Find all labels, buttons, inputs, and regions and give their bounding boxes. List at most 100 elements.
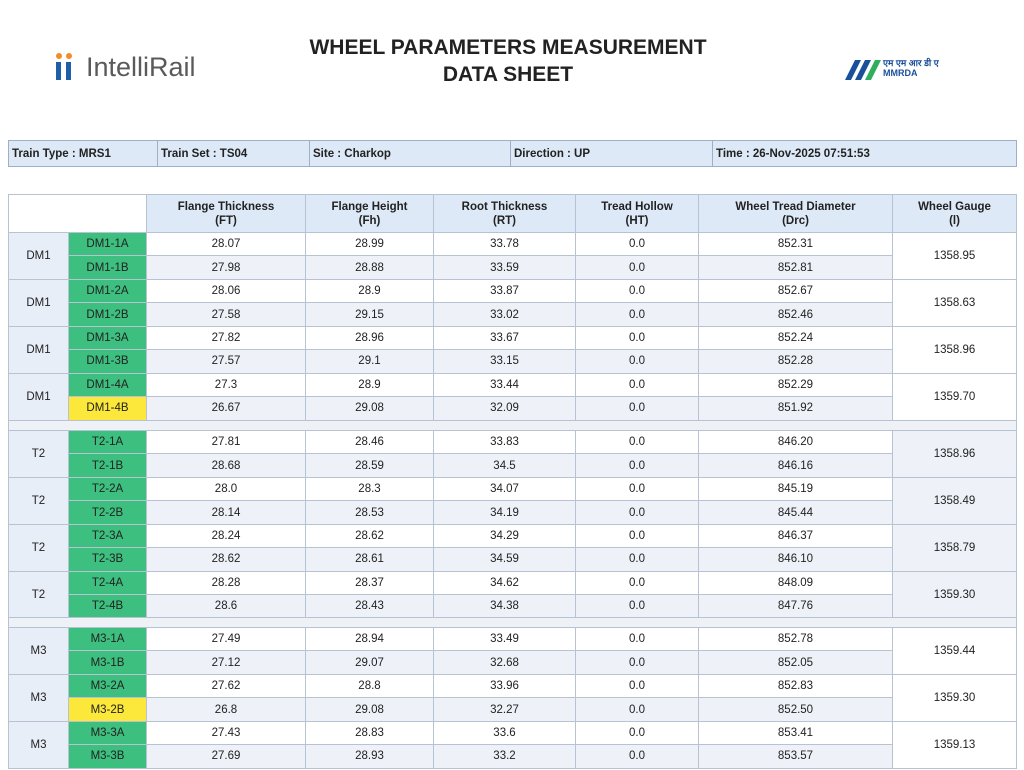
wheel-id: T2-2B [68, 500, 147, 525]
column-header: Tread Hollow (HT) [575, 194, 699, 233]
column-header: Wheel Gauge (l) [892, 194, 1017, 233]
wheel-id: DM1-4B [68, 396, 147, 421]
car-cell: M3 [8, 673, 69, 722]
car-cell: T2 [8, 476, 69, 525]
value-cell: 852.83 [698, 673, 893, 699]
value-cell: 0.0 [575, 476, 699, 502]
value-cell: 33.44 [433, 372, 576, 398]
value-cell: 28.53 [305, 500, 434, 525]
value-cell: 0.0 [575, 325, 699, 351]
wheel-id: DM1-3B [68, 349, 147, 374]
value-cell: 845.44 [698, 500, 893, 525]
wheel-id: M3-2B [68, 697, 147, 722]
value-cell: 33.15 [433, 349, 576, 374]
wheel-id: T2-1A [68, 430, 147, 455]
value-cell: 27.69 [146, 744, 306, 769]
car-cell: DM1 [8, 232, 69, 280]
value-cell: 32.27 [433, 697, 576, 722]
value-cell: 0.0 [575, 594, 699, 619]
value-cell: 0.0 [575, 547, 699, 572]
gauge-cell: 1358.79 [892, 523, 1017, 572]
gauge-cell: 1359.30 [892, 673, 1017, 722]
wheel-id: M3-1A [68, 627, 147, 652]
column-header-line: Root Thickness [461, 200, 548, 213]
value-cell: 27.81 [146, 430, 306, 455]
car-cell: DM1 [8, 325, 69, 374]
value-cell: 0.0 [575, 278, 699, 304]
value-cell: 846.20 [698, 430, 893, 455]
value-cell: 0.0 [575, 430, 699, 455]
value-cell: 852.46 [698, 302, 893, 327]
gauge-cell: 1358.49 [892, 476, 1017, 525]
value-cell: 33.02 [433, 302, 576, 327]
value-cell: 29.07 [305, 650, 434, 675]
value-cell: 33.6 [433, 720, 576, 746]
value-cell: 28.99 [305, 232, 434, 257]
column-header-line: (l) [949, 214, 960, 227]
column-header: Flange Thickness (FT) [146, 194, 306, 233]
wheel-id: DM1-3A [68, 325, 147, 351]
wheel-id: T2-4A [68, 570, 147, 596]
wheel-id: T2-1B [68, 453, 147, 478]
value-cell: 33.87 [433, 278, 576, 304]
value-cell: 851.92 [698, 396, 893, 421]
wheel-id: M3-3A [68, 720, 147, 746]
value-cell: 0.0 [575, 500, 699, 525]
value-cell: 34.29 [433, 523, 576, 549]
header-empty [8, 194, 147, 233]
info-cell: Site : Charkop [309, 140, 511, 167]
value-cell: 29.15 [305, 302, 434, 327]
value-cell: 853.57 [698, 744, 893, 769]
column-header: Root Thickness (RT) [433, 194, 576, 233]
wheel-id: DM1-2A [68, 278, 147, 304]
value-cell: 34.38 [433, 594, 576, 619]
value-cell: 27.62 [146, 673, 306, 699]
wheel-id: DM1-1B [68, 255, 147, 280]
car-cell: DM1 [8, 372, 69, 421]
value-cell: 34.19 [433, 500, 576, 525]
value-cell: 34.07 [433, 476, 576, 502]
value-cell: 33.96 [433, 673, 576, 699]
car-cell: M3 [8, 627, 69, 675]
value-cell: 852.05 [698, 650, 893, 675]
value-cell: 28.62 [305, 523, 434, 549]
value-cell: 29.08 [305, 396, 434, 421]
title: WHEEL PARAMETERS MEASUREMENT [309, 36, 707, 59]
value-cell: 28.9 [305, 278, 434, 304]
car-cell: M3 [8, 720, 69, 769]
info-cell: Train Type : MRS1 [8, 140, 158, 167]
value-cell: 33.83 [433, 430, 576, 455]
column-header-line: (FT) [215, 214, 237, 227]
logo-text: IntelliRail [86, 52, 196, 82]
column-header-line: (Drc) [782, 214, 809, 227]
car-cell: T2 [8, 570, 69, 619]
value-cell: 28.07 [146, 232, 306, 257]
value-cell: 33.78 [433, 232, 576, 257]
value-cell: 28.96 [305, 325, 434, 351]
column-header: Flange Height (Fh) [305, 194, 434, 233]
value-cell: 848.09 [698, 570, 893, 596]
value-cell: 852.28 [698, 349, 893, 374]
gauge-cell: 1359.30 [892, 570, 1017, 619]
value-cell: 27.12 [146, 650, 306, 675]
value-cell: 0.0 [575, 720, 699, 746]
gauge-cell: 1358.96 [892, 325, 1017, 374]
value-cell: 28.43 [305, 594, 434, 619]
column-header-line: (Fh) [358, 214, 381, 227]
column-header-line: Wheel Gauge [918, 200, 991, 213]
value-cell: 28.6 [146, 594, 306, 619]
wheel-id: T2-2A [68, 476, 147, 502]
column-header-line: (RT) [493, 214, 516, 227]
value-cell: 0.0 [575, 570, 699, 596]
wheel-id: T2-3A [68, 523, 147, 549]
value-cell: 33.67 [433, 325, 576, 351]
value-cell: 27.49 [146, 627, 306, 652]
wheel-id: M3-1B [68, 650, 147, 675]
value-cell: 28.59 [305, 453, 434, 478]
value-cell: 26.67 [146, 396, 306, 421]
column-header-line: Tread Hollow [601, 200, 673, 213]
value-cell: 0.0 [575, 650, 699, 675]
value-cell: 0.0 [575, 453, 699, 478]
gauge-cell: 1358.63 [892, 278, 1017, 327]
